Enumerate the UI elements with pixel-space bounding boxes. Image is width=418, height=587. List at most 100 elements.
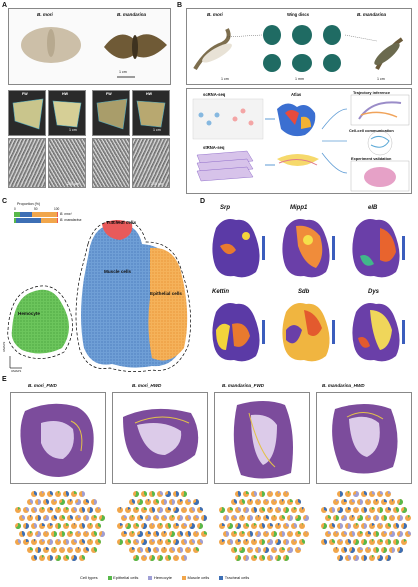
spot-slice bbox=[377, 555, 383, 561]
spot-slice bbox=[302, 539, 305, 545]
gene-dys: Dys bbox=[368, 289, 380, 295]
spot-slice bbox=[71, 555, 77, 561]
spot-slice bbox=[86, 531, 88, 534]
spot-slice bbox=[340, 523, 343, 529]
panel-d-label: D bbox=[200, 198, 206, 205]
spot-slice bbox=[189, 523, 195, 529]
spot-slice bbox=[356, 523, 359, 526]
spot-slice bbox=[396, 523, 399, 529]
spot-slice bbox=[50, 507, 53, 511]
spot-slice bbox=[262, 507, 265, 512]
spot-slice bbox=[335, 515, 340, 521]
spot-slice bbox=[132, 531, 135, 534]
spot-slice bbox=[35, 531, 41, 537]
spot-slice bbox=[152, 523, 154, 526]
spot-slice bbox=[368, 531, 371, 535]
spot-slice bbox=[82, 555, 85, 561]
feature-plot-srp: Srp bbox=[206, 205, 274, 280]
spot-slice bbox=[148, 531, 151, 535]
spot-slice bbox=[58, 491, 60, 494]
spot-slice bbox=[196, 515, 199, 519]
spot-slice bbox=[362, 539, 367, 545]
spot-slice bbox=[180, 547, 184, 553]
sem-image-1 bbox=[8, 138, 46, 188]
spot-slice bbox=[90, 539, 91, 542]
spot-slice bbox=[48, 539, 53, 545]
spot-slice bbox=[245, 555, 249, 561]
spot-slice bbox=[172, 547, 175, 552]
spot-slice bbox=[168, 523, 172, 529]
section-title-2: B. mori_HWD bbox=[132, 383, 162, 388]
spot-slice bbox=[94, 531, 97, 537]
spot-slice bbox=[50, 491, 54, 496]
legend-muscle-text: Muscle cells bbox=[187, 575, 210, 580]
spot-slice bbox=[164, 499, 167, 505]
spot-slice bbox=[226, 531, 229, 537]
spot-slice bbox=[66, 523, 69, 526]
legend-muscle: Muscle cells bbox=[181, 575, 210, 580]
spot-slice bbox=[86, 547, 90, 552]
spot-slice bbox=[275, 539, 281, 545]
spot-slice bbox=[368, 547, 371, 550]
spot-slice bbox=[274, 499, 277, 502]
spot-slice bbox=[18, 539, 22, 545]
spot-slice bbox=[168, 539, 172, 543]
spot-slice bbox=[322, 523, 327, 529]
spot-slice bbox=[250, 499, 252, 502]
spot-slice bbox=[200, 539, 203, 544]
spot-slice bbox=[262, 555, 265, 561]
spot-slice bbox=[398, 499, 404, 505]
spot-slice bbox=[298, 547, 301, 551]
spot-slice bbox=[408, 531, 412, 536]
spot-slice bbox=[58, 539, 61, 542]
spot-slice bbox=[140, 515, 143, 520]
spot-slice bbox=[148, 547, 151, 553]
spot-slice bbox=[26, 539, 29, 542]
spot-slice bbox=[55, 555, 62, 561]
panel-a-top-photo: B. mori B. mandarina 1 cm bbox=[8, 8, 171, 85]
spot-slice bbox=[22, 531, 26, 537]
spot-slice bbox=[236, 555, 242, 561]
spot-slice bbox=[267, 539, 274, 545]
spot-slice bbox=[264, 547, 270, 553]
spot-slice bbox=[144, 555, 147, 558]
spot-slice bbox=[172, 515, 175, 518]
spot-slice bbox=[165, 491, 171, 497]
spot-slice bbox=[82, 491, 86, 497]
spot-slice bbox=[360, 531, 363, 534]
spot-slice bbox=[238, 507, 242, 512]
feature-plot-kettin: Kettin bbox=[206, 289, 274, 364]
spot-slice bbox=[276, 555, 282, 561]
spot-slice bbox=[273, 531, 277, 537]
spot-slice bbox=[266, 531, 269, 534]
spot-slice bbox=[156, 499, 159, 504]
spot-slice bbox=[328, 531, 331, 534]
spot-slice bbox=[170, 531, 175, 537]
sem-scale-label: 200 μm bbox=[67, 182, 80, 186]
spot-slice bbox=[78, 547, 80, 550]
spot-slice bbox=[176, 555, 178, 558]
strna-label: stRNA-seq bbox=[203, 145, 225, 150]
spot-slice bbox=[144, 491, 148, 497]
spot-slice bbox=[125, 523, 131, 529]
spot-slice bbox=[374, 515, 380, 521]
spot-slice bbox=[294, 539, 297, 542]
spot-slice bbox=[119, 539, 123, 545]
spot-slice bbox=[46, 547, 49, 550]
spot-slice bbox=[178, 515, 184, 521]
spot-slice bbox=[392, 515, 394, 518]
spot-slice bbox=[398, 531, 404, 537]
spot-slice bbox=[261, 539, 265, 545]
spot-slice bbox=[30, 515, 32, 518]
spot-slice bbox=[78, 515, 81, 518]
sem-scale-label-2: 200 μm bbox=[151, 182, 164, 186]
atlas-label: Atlas bbox=[291, 92, 302, 97]
spot-slice bbox=[403, 523, 408, 529]
spot-slice bbox=[341, 515, 347, 521]
spot-slice bbox=[336, 547, 338, 550]
feature-plot-dys: Dys bbox=[346, 289, 414, 364]
spot-slice bbox=[348, 507, 351, 510]
proportion-bar-mandarina bbox=[14, 218, 58, 223]
spot-slice bbox=[188, 531, 191, 537]
spot-slice bbox=[66, 507, 69, 510]
